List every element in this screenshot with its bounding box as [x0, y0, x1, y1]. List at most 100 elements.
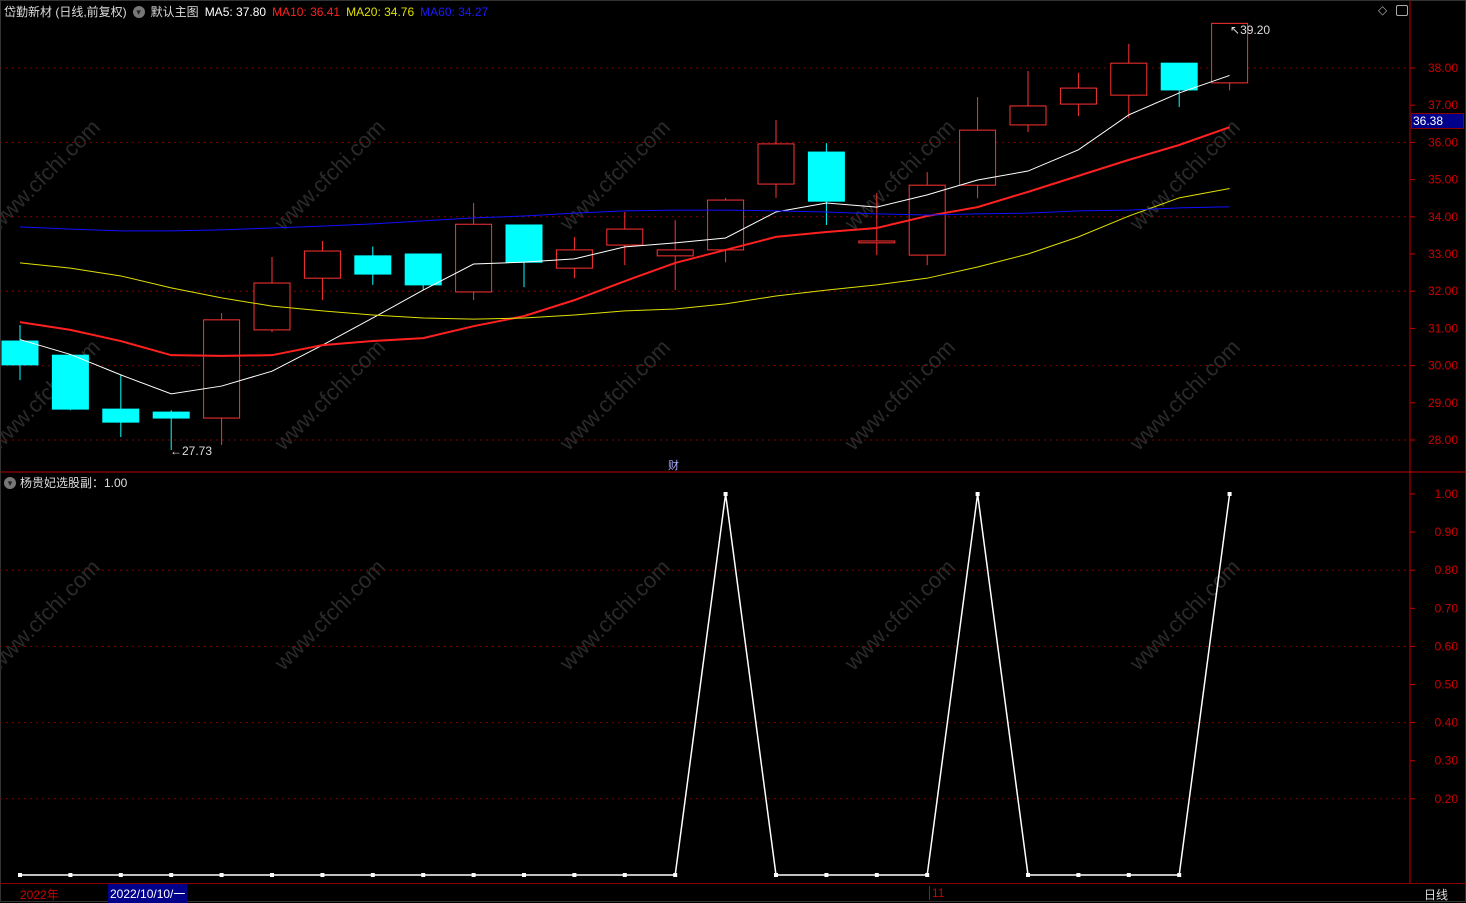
ma20-legend: MA20: 34.76	[346, 4, 415, 19]
indicator-point	[925, 873, 930, 877]
indicator-tick-label: 0.80	[1435, 563, 1459, 577]
cursor-date: 2022/10/10/一	[108, 884, 188, 903]
candle-up	[858, 240, 896, 244]
indicator-tick-label: 0.60	[1435, 639, 1459, 653]
indicator-tick-label: 0.70	[1435, 601, 1459, 615]
candle-up	[203, 319, 241, 419]
chevron-down-icon[interactable]: ▾	[4, 476, 16, 489]
indicator-tick-label: 1.00	[1435, 487, 1459, 501]
candle-up	[707, 199, 745, 251]
stock-title: 岱勤新材 (日线,前复权)	[4, 5, 127, 19]
main-chart-header: 岱勤新材 (日线,前复权) ▾ 默认主图 MA5: 37.80 MA10: 36…	[4, 3, 488, 20]
indicator-point	[622, 873, 627, 877]
watermark: www.cfchi.com	[839, 554, 960, 675]
candle-up	[303, 250, 341, 279]
indicator-tick-label: 0.20	[1435, 792, 1459, 806]
high-price-label: ↖39.20	[1230, 23, 1271, 37]
candle-up	[656, 249, 694, 257]
indicator-point	[874, 873, 879, 877]
watermark: www.cfchi.com	[554, 114, 675, 235]
diamond-icon[interactable]: ◇	[1378, 3, 1388, 17]
candle-up	[908, 184, 946, 256]
low-price-label: ←27.73	[170, 444, 213, 458]
price-tick-label: 30.00	[1428, 359, 1458, 373]
indicator-point	[68, 873, 73, 877]
watermark: www.cfchi.com	[1124, 334, 1245, 455]
candle-up	[455, 223, 493, 293]
indicator-point	[471, 873, 476, 877]
indicator-point	[1076, 873, 1081, 877]
indicator-point	[320, 873, 325, 877]
period-button[interactable]: 日线	[1424, 888, 1449, 902]
indicator-point	[118, 873, 123, 877]
indicator-point	[370, 873, 375, 877]
indicator-point	[18, 873, 22, 877]
price-tick-label: 34.00	[1428, 210, 1458, 224]
price-tick-label: 32.00	[1428, 284, 1458, 298]
price-tick-label: 38.00	[1428, 61, 1458, 75]
price-tick-label: 31.00	[1428, 321, 1458, 335]
price-tick-label: 37.00	[1428, 98, 1458, 112]
candle-down	[354, 255, 392, 275]
watermark: www.cfchi.com	[0, 114, 105, 235]
price-tick-label: 35.00	[1428, 173, 1458, 187]
template-name[interactable]: 默认主图	[150, 5, 199, 19]
indicator-point	[270, 873, 274, 877]
candle-down	[51, 354, 89, 410]
indicator-point	[1177, 873, 1182, 877]
year-label: 2022年	[20, 888, 59, 902]
chevron-down-icon[interactable]: ▾	[132, 5, 145, 18]
panel-toggle-icon[interactable]	[1396, 5, 1408, 16]
indicator-point	[975, 492, 980, 496]
candle-down	[807, 151, 845, 202]
indicator-point	[421, 873, 426, 877]
ma5-line	[19, 74, 1230, 395]
indicator-point	[723, 492, 728, 496]
indicator-label: 杨贵妃选股副：1.00	[20, 476, 128, 490]
watermark: www.cfchi.com	[269, 114, 390, 235]
candle-up	[1009, 105, 1047, 126]
candle-down	[404, 253, 442, 286]
indicator-point	[824, 873, 829, 877]
candle-up	[959, 129, 997, 186]
indicator-point	[1026, 873, 1030, 877]
indicator-point	[673, 873, 678, 877]
date-axis: 2022年 2022/10/10/一 11 日线	[0, 883, 1466, 903]
candle-down	[1160, 62, 1198, 91]
candle-up	[757, 143, 795, 185]
indicator-point	[169, 873, 174, 877]
finance-marker[interactable]: 财	[668, 460, 679, 472]
watermark: www.cfchi.com	[1124, 554, 1245, 675]
indicator-point	[522, 873, 526, 877]
ma5-legend: MA5: 37.80	[204, 4, 267, 19]
candle-up	[606, 228, 644, 246]
watermark: www.cfchi.com	[1124, 114, 1245, 235]
ma20-line	[19, 188, 1230, 320]
price-tick-label: 28.00	[1428, 433, 1458, 447]
watermark: www.cfchi.com	[554, 334, 675, 455]
high-value: 39.20	[1240, 23, 1271, 37]
price-tick-label: 29.00	[1428, 396, 1458, 410]
month-label: 11	[929, 886, 944, 900]
watermark: www.cfchi.com	[839, 334, 960, 455]
low-value: 27.73	[182, 444, 213, 458]
indicator-point	[774, 873, 778, 877]
indicator-point	[1126, 873, 1131, 877]
indicator-point	[572, 873, 577, 877]
indicator-tick-label: 0.40	[1435, 716, 1459, 730]
candle-down	[1, 340, 39, 366]
candle-down	[102, 408, 140, 423]
candle-up	[1110, 62, 1148, 96]
indicator-tick-label: 0.30	[1435, 754, 1459, 768]
watermark: www.cfchi.com	[0, 554, 105, 675]
indicator-tick-label: 0.50	[1435, 678, 1459, 692]
candle-down	[505, 224, 543, 263]
current-price-tag: 36.38	[1411, 113, 1464, 129]
indicator-point	[219, 873, 224, 877]
indicator-line	[20, 493, 1231, 876]
indicator-point	[1227, 492, 1232, 496]
ma60-line	[19, 206, 1230, 232]
